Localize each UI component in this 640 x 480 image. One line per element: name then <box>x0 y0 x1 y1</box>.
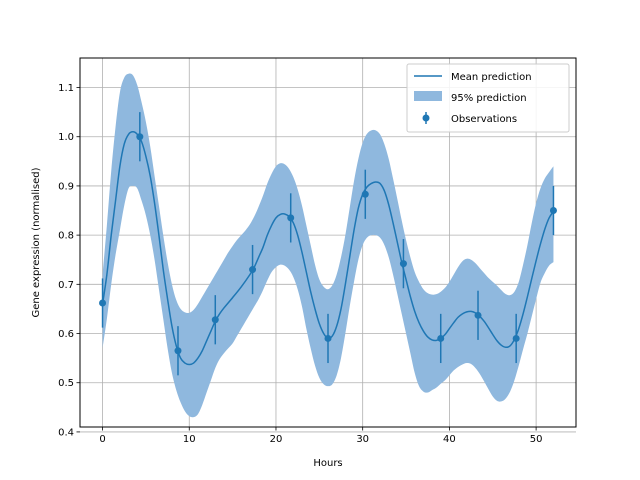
observation-point <box>437 334 445 342</box>
legend-label-observations: Observations <box>451 114 517 125</box>
observation-point <box>211 316 219 324</box>
observation-point <box>249 266 257 274</box>
y-axis-label: Gene expression (normalised) <box>31 167 42 317</box>
observation-point <box>287 214 295 222</box>
observation-point <box>474 311 482 319</box>
legend-swatch-band <box>414 91 442 101</box>
observation-point <box>399 260 407 268</box>
legend-swatch-marker <box>422 114 430 122</box>
observation-point <box>361 190 369 198</box>
observation-point <box>136 133 144 141</box>
legend: Mean prediction 95% prediction Observati… <box>406 63 570 133</box>
y-tick-label: 0.8 <box>58 231 74 242</box>
y-tick-label: 0.5 <box>58 378 74 389</box>
y-tick-label: 1.1 <box>58 83 74 94</box>
legend-label-95-prediction: 95% prediction <box>451 93 527 104</box>
observation-point <box>99 299 107 307</box>
y-tick-label: 1.0 <box>58 132 74 143</box>
x-axis-label: Hours <box>313 458 342 469</box>
x-tick-label: 30 <box>356 434 369 445</box>
x-tick-label: 20 <box>270 434 283 445</box>
observation-point <box>174 347 182 355</box>
x-tick-label: 40 <box>443 434 456 445</box>
y-tick-label: 0.9 <box>58 181 74 192</box>
x-tick-label: 50 <box>530 434 543 445</box>
observation-point <box>549 207 557 215</box>
observation-point <box>512 334 520 342</box>
x-tick-label: 0 <box>99 434 105 445</box>
axis-ticks: 0 10 20 30 40 50 0.4 0.5 0.6 0.7 0.8 0.9 1.0 1.1 <box>58 83 542 445</box>
legend-label-mean-prediction: Mean prediction <box>451 72 532 83</box>
y-tick-label: 0.4 <box>58 427 74 438</box>
legend-frame <box>406 63 570 133</box>
observations-layer <box>99 112 557 376</box>
y-tick-label: 0.7 <box>58 280 74 291</box>
y-tick-label: 0.6 <box>58 329 74 340</box>
observation-point <box>324 334 332 342</box>
x-tick-label: 10 <box>183 434 196 445</box>
plot-frame <box>79 57 577 428</box>
